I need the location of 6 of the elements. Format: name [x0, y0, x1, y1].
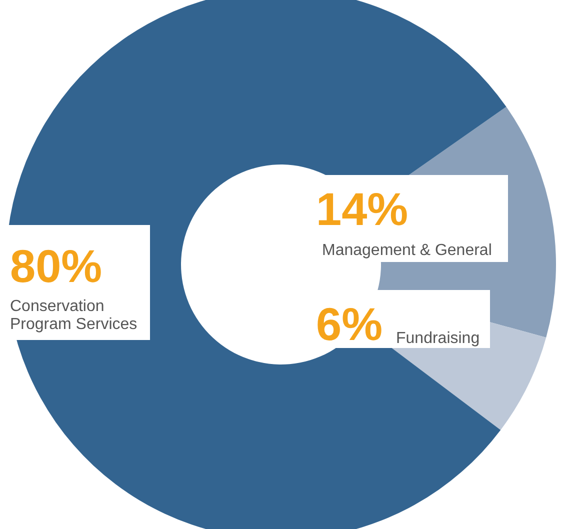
slice-label: Conservation Program Services — [10, 298, 138, 333]
data-label: 6% — [316, 298, 382, 350]
slice-label: Management & General — [322, 242, 492, 259]
data-label: 14% — [316, 183, 408, 235]
slice-label: Fundraising — [396, 330, 480, 347]
data-label: 80% — [10, 240, 102, 292]
